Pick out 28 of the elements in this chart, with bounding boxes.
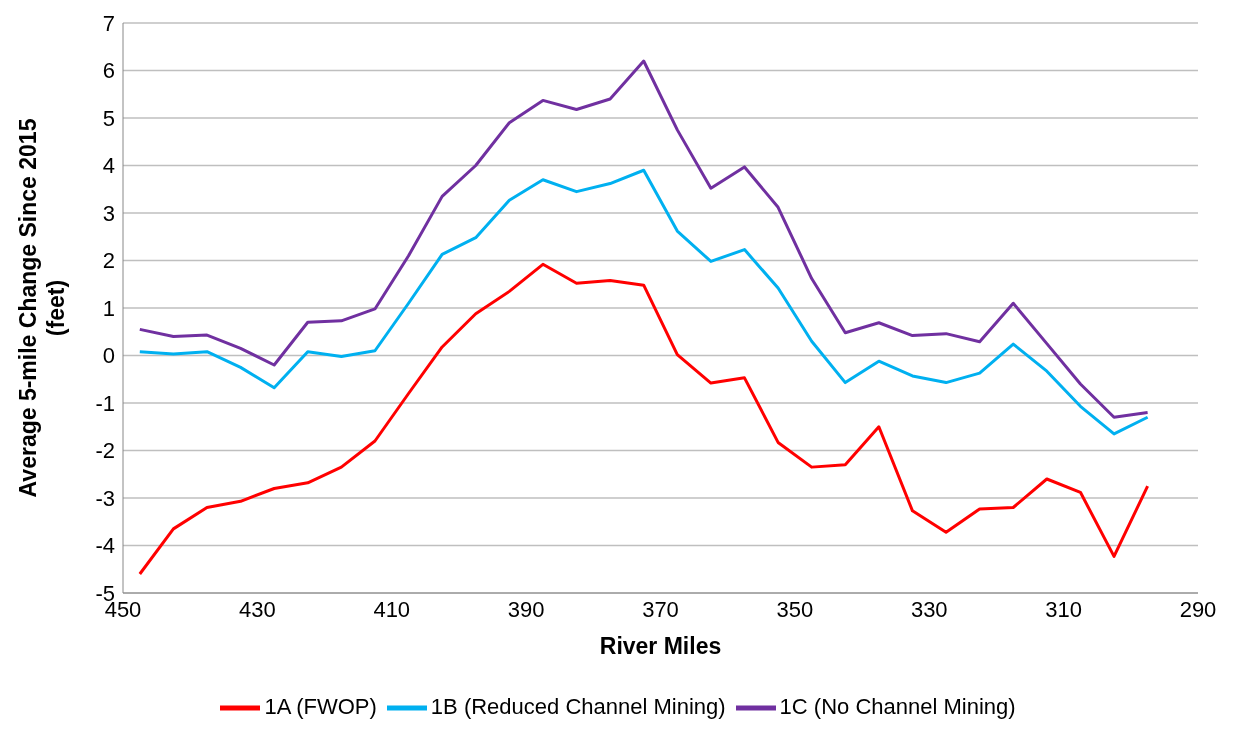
x-tick-label: 370 — [642, 596, 679, 622]
x-tick-label: 410 — [373, 596, 411, 622]
legend-label: 1A (FWOP) — [264, 693, 377, 719]
x-tick-label: 430 — [239, 596, 276, 622]
y-tick-label: 7 — [102, 10, 115, 36]
y-tick-label: -4 — [95, 533, 115, 559]
y-tick-label: 0 — [102, 343, 115, 369]
y-tick-label: 2 — [102, 248, 115, 274]
y-tick-label: -1 — [95, 390, 115, 416]
y-tick-label: 4 — [102, 153, 115, 179]
x-axis-title: River Miles — [599, 633, 722, 660]
y-tick-label: 3 — [102, 200, 115, 226]
x-tick-label: 330 — [910, 596, 948, 622]
line-series — [138, 168, 1150, 436]
y-tick-label: -2 — [95, 438, 115, 464]
x-tick-label: 290 — [1179, 596, 1217, 622]
x-tick-label: 350 — [776, 596, 814, 622]
line-series — [138, 262, 1150, 576]
y-tick-label: 6 — [102, 58, 115, 84]
y-tick-label: 1 — [102, 295, 115, 321]
line-series — [138, 59, 1150, 419]
legend-label: 1C (No Channel Mining) — [779, 693, 1016, 719]
y-tick-label: -3 — [95, 485, 115, 511]
legend-label: 1B (Reduced Channel Mining) — [430, 693, 726, 719]
x-tick-label: 310 — [1045, 596, 1082, 622]
y-tick-label: 5 — [102, 105, 115, 131]
y-axis-title: Average 5-mile Change Since 2015 (feet) — [15, 118, 69, 498]
x-tick-label: 390 — [507, 596, 545, 622]
